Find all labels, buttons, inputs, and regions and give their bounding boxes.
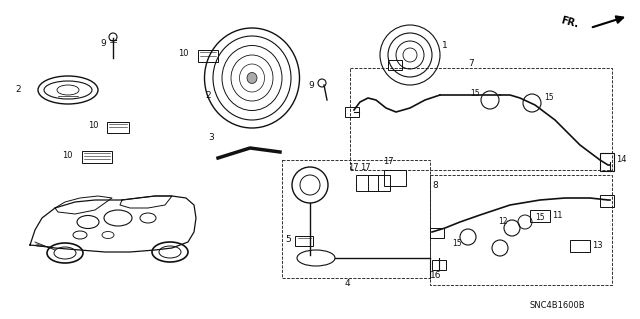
Bar <box>432 260 446 270</box>
Ellipse shape <box>54 247 76 259</box>
Ellipse shape <box>247 72 257 84</box>
Bar <box>345 107 359 117</box>
Bar <box>430 175 612 285</box>
Bar <box>530 210 550 222</box>
Bar <box>368 175 390 191</box>
Ellipse shape <box>47 243 83 263</box>
Text: 15: 15 <box>535 213 545 222</box>
Ellipse shape <box>159 246 181 258</box>
Bar <box>430 228 444 238</box>
Text: 11: 11 <box>552 211 563 220</box>
Text: 10: 10 <box>88 122 99 130</box>
Ellipse shape <box>152 242 188 262</box>
Text: 12: 12 <box>498 218 508 226</box>
Text: 16: 16 <box>430 271 442 280</box>
Bar <box>350 68 612 170</box>
Bar <box>384 170 406 186</box>
Text: 13: 13 <box>592 241 603 250</box>
Text: 14: 14 <box>616 155 627 165</box>
Bar <box>600 153 614 171</box>
Text: 2: 2 <box>205 91 211 100</box>
Bar <box>82 151 112 163</box>
Text: 15: 15 <box>452 240 461 249</box>
Bar <box>600 195 614 207</box>
Bar <box>388 60 402 70</box>
Bar <box>107 122 129 133</box>
Text: 2: 2 <box>15 85 20 94</box>
Text: 10: 10 <box>62 152 72 160</box>
Text: 15: 15 <box>470 88 479 98</box>
Text: 10: 10 <box>178 49 189 58</box>
Text: 5: 5 <box>285 235 291 244</box>
Text: 9: 9 <box>100 39 106 48</box>
Bar <box>198 50 218 62</box>
Text: 8: 8 <box>432 181 438 189</box>
Bar <box>295 236 313 246</box>
Text: 17: 17 <box>383 158 394 167</box>
Text: 17: 17 <box>348 164 358 173</box>
Bar <box>570 240 590 252</box>
Bar <box>356 175 378 191</box>
Text: 4: 4 <box>345 279 351 288</box>
Text: 3: 3 <box>208 133 214 143</box>
Bar <box>282 160 430 278</box>
Text: 17: 17 <box>360 164 371 173</box>
Text: FR.: FR. <box>560 15 580 29</box>
Text: 15: 15 <box>544 93 554 102</box>
Text: 9: 9 <box>308 81 314 91</box>
Text: 7: 7 <box>468 58 474 68</box>
Text: SNC4B1600B: SNC4B1600B <box>530 300 586 309</box>
Text: 1: 1 <box>442 41 448 50</box>
